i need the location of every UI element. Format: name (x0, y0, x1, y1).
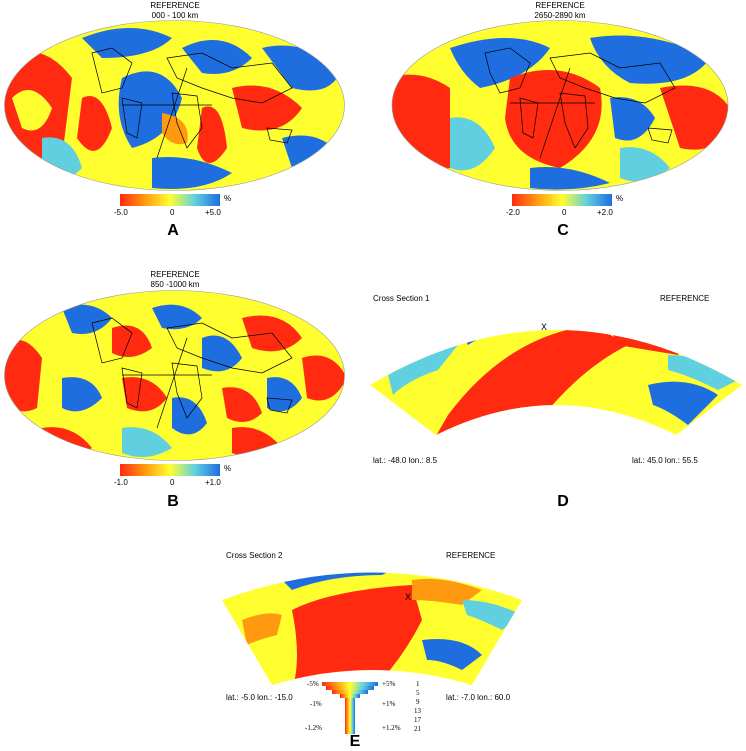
panel-b-map (4, 290, 345, 461)
depth-9: 9 (416, 698, 420, 706)
panel-e-cross-section: X (222, 572, 522, 685)
panel-c-title: REFERENCE 2650-2890 km (480, 1, 640, 21)
colorbar-mid: 0 (170, 208, 175, 217)
panel-c-label: C (557, 222, 569, 239)
colorbar-gradient (120, 194, 220, 206)
panel-c-colorbar: % -2.0 0 +2.0 (506, 194, 642, 220)
depth-5: 5 (416, 689, 420, 697)
panel-d-marker: X (541, 322, 547, 332)
scale-right-mid: +1% (382, 700, 396, 708)
colorbar-gradient (120, 464, 220, 476)
panel-e-left-coords: lat.: -5.0 lon.: -15.0 (226, 693, 293, 702)
panel-b-depth: 850 -1000 km (150, 280, 200, 289)
colorbar-max: +5.0 (205, 208, 221, 217)
depth-17: 17 (414, 716, 421, 724)
panel-d-cross-section: X (370, 322, 742, 435)
scale-right-top: +5% (382, 680, 396, 688)
panel-c-model: REFERENCE (535, 1, 585, 10)
colorbar-max: +1.0 (205, 478, 221, 487)
panel-b-label: B (167, 493, 179, 510)
scale-right-bottom: +1.2% (382, 724, 401, 732)
panel-e-right-coords: lat.: -7.0 lon.: 60.0 (446, 693, 511, 702)
depth-legend-shape (322, 682, 378, 734)
colorbar-min: -2.0 (506, 208, 520, 217)
panel-d-model-label: REFERENCE (660, 294, 710, 303)
colorbar-gradient (512, 194, 612, 206)
panel-a-map (4, 20, 345, 191)
scale-left-bottom: -1.2% (305, 724, 322, 732)
panel-a-label: A (167, 222, 179, 239)
colorbar-mid: 0 (562, 208, 567, 217)
panel-d-section-label: Cross Section 1 (373, 294, 430, 303)
panel-e-section-label: Cross Section 2 (226, 551, 283, 560)
colorbar-unit: % (224, 194, 232, 203)
depth-13: 13 (414, 707, 421, 715)
panel-b-model: REFERENCE (150, 270, 200, 279)
scale-left-mid: -1% (310, 700, 322, 708)
panel-a-title: REFERENCE 000 - 100 km (95, 1, 255, 21)
panel-c-map (391, 20, 729, 191)
depth-21: 21 (414, 725, 421, 733)
colorbar-mid: 0 (170, 478, 175, 487)
depth-1: 1 (416, 680, 420, 688)
panel-e-model-label: REFERENCE (446, 551, 496, 560)
panel-b-colorbar: % -1.0 0 +1.0 (114, 464, 250, 490)
panel-a-depth: 000 - 100 km (151, 11, 199, 20)
colorbar-max: +2.0 (597, 208, 613, 217)
colorbar-min: -1.0 (114, 478, 128, 487)
panel-d-right-coords: lat.: 45.0 lon.: 55.5 (632, 456, 698, 465)
panel-e-label: E (349, 733, 361, 750)
colorbar-unit: % (224, 464, 232, 473)
colorbar-min: -5.0 (114, 208, 128, 217)
panel-a-model: REFERENCE (150, 1, 200, 10)
panel-d-label: D (557, 493, 569, 510)
panel-a-colorbar: % -5.0 0 +5.0 (114, 194, 250, 220)
scale-left-top: -5% (307, 680, 319, 688)
panel-e-marker: X (405, 592, 411, 602)
panel-b-title: REFERENCE 850 -1000 km (95, 270, 255, 290)
panel-e-depth-legend: -5% -1% -1.2% +5% +1% +1.2% 1 5 9 13 17 … (305, 680, 430, 736)
panel-d-left-coords: lat.: -48.0 lon.: 8.5 (373, 456, 438, 465)
colorbar-unit: % (616, 194, 624, 203)
panel-c-depth: 2650-2890 km (534, 11, 586, 20)
